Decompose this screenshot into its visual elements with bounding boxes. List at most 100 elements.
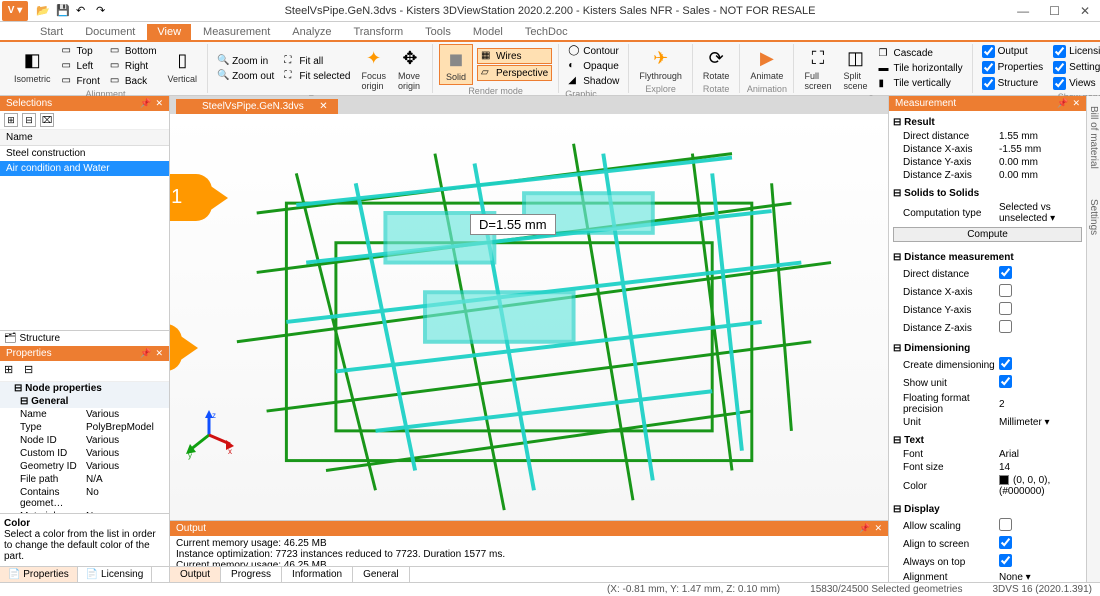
close-icon[interactable]: ✕ xyxy=(874,523,882,534)
meas-row[interactable]: Distance Z-axis0.00 mm xyxy=(893,169,1082,182)
focus-origin-button[interactable]: ✦Focus origin xyxy=(357,44,390,93)
back-view-button[interactable]: ▭Back xyxy=(107,74,160,88)
meas-check[interactable]: Align to screen xyxy=(893,535,1082,553)
front-view-button[interactable]: ▭Front xyxy=(59,74,103,88)
pane-structure-check[interactable]: Structure xyxy=(979,76,1047,91)
solid-mode-button[interactable]: ◼Solid xyxy=(439,44,473,85)
pane-licensing-check[interactable]: Licensing xyxy=(1050,44,1100,59)
fullscreen-button[interactable]: ⛶Full screen xyxy=(800,44,835,93)
contour-button[interactable]: ◯Contour xyxy=(565,44,622,58)
fit-selected-button[interactable]: ⛶Fit selected xyxy=(281,69,353,83)
pin-icon[interactable]: 📌 xyxy=(1057,98,1068,109)
selection-item[interactable]: Air condition and Water xyxy=(0,161,169,176)
save-icon[interactable]: 💾 xyxy=(56,4,70,18)
wires-mode-button[interactable]: ▦Wires xyxy=(477,48,552,64)
pin-icon[interactable]: 📌 xyxy=(140,348,151,359)
right-view-button[interactable]: ▭Right xyxy=(107,59,160,73)
ribbon-tab-document[interactable]: Document xyxy=(75,24,145,40)
property-row[interactable]: File pathN/A xyxy=(0,473,169,486)
move-origin-button[interactable]: ✥Move origin xyxy=(394,44,426,93)
structure-tab[interactable]: 🗂 Structure xyxy=(4,333,60,344)
flythrough-button[interactable]: ✈Flythrough xyxy=(635,44,686,83)
ribbon-tab-measurement[interactable]: Measurement xyxy=(193,24,280,40)
output-tab[interactable]: Output xyxy=(170,567,221,582)
isometric-button[interactable]: ◧Isometric xyxy=(10,47,55,86)
property-row[interactable]: NameVarious xyxy=(0,408,169,421)
rotate-button[interactable]: ⟳Rotate xyxy=(699,44,734,83)
app-menu-button[interactable]: V ▾ xyxy=(2,1,28,21)
expand-icon[interactable]: ⊞ xyxy=(4,363,20,379)
meas-row[interactable]: Color(0, 0, 0), (#000000) xyxy=(893,474,1082,498)
redo-icon[interactable]: ↷ xyxy=(96,4,110,18)
ribbon-tab-techdoc[interactable]: TechDoc xyxy=(515,24,578,40)
maximize-button[interactable]: ☐ xyxy=(1039,0,1070,22)
bom-tab[interactable]: Bill of material xyxy=(1088,106,1099,169)
undo-icon[interactable]: ↶ xyxy=(76,4,90,18)
close-icon[interactable]: ✕ xyxy=(1072,98,1080,109)
zoom-out-button[interactable]: 🔍Zoom out xyxy=(214,69,277,83)
meas-check[interactable]: Create dimensioning xyxy=(893,356,1082,374)
collapse-icon[interactable]: ⊟ xyxy=(22,113,36,127)
pane-settings-check[interactable]: Settings xyxy=(1050,60,1100,75)
meas-row[interactable]: Distance X-axis-1.55 mm xyxy=(893,143,1082,156)
property-row[interactable]: Geometry IDVarious xyxy=(0,460,169,473)
meas-row[interactable]: FontArial xyxy=(893,448,1082,461)
output-tab[interactable]: Progress xyxy=(221,567,282,582)
properties-tab[interactable]: 📄 Properties xyxy=(0,567,78,582)
tile-v-button[interactable]: ▮Tile vertically xyxy=(875,77,965,91)
ribbon-tab-model[interactable]: Model xyxy=(463,24,513,40)
meas-check[interactable]: Direct distance xyxy=(893,265,1082,283)
meas-check[interactable]: Distance Y-axis xyxy=(893,301,1082,319)
meas-check[interactable]: Allow scaling xyxy=(893,517,1082,535)
compute-button[interactable]: Compute xyxy=(893,227,1082,242)
bottom-view-button[interactable]: ▭Bottom xyxy=(107,44,160,58)
meas-row[interactable]: Computation typeSelected vs unselected ▾ xyxy=(893,201,1082,225)
ribbon-tab-transform[interactable]: Transform xyxy=(343,24,413,40)
property-row[interactable]: Custom IDVarious xyxy=(0,447,169,460)
ribbon-tab-tools[interactable]: Tools xyxy=(415,24,461,40)
clear-icon[interactable]: ⌧ xyxy=(40,113,54,127)
property-row[interactable]: Contains geomet…No xyxy=(0,486,169,510)
meas-row[interactable]: UnitMillimeter ▾ xyxy=(893,416,1082,429)
meas-row[interactable]: AlignmentNone ▾ xyxy=(893,571,1082,582)
property-row[interactable]: Node IDVarious xyxy=(0,434,169,447)
properties-tab[interactable]: 📄 Licensing xyxy=(78,567,152,582)
property-row[interactable]: TypePolyBrepModel xyxy=(0,421,169,434)
opaque-button[interactable]: ◐Opaque xyxy=(565,59,622,73)
left-view-button[interactable]: ▭Left xyxy=(59,59,103,73)
close-icon[interactable]: ✕ xyxy=(155,348,163,359)
selection-item[interactable]: Steel construction xyxy=(0,146,169,161)
top-view-button[interactable]: ▭Top xyxy=(59,44,103,58)
expand-icon[interactable]: ⊞ xyxy=(4,113,18,127)
close-icon[interactable]: ✕ xyxy=(155,98,163,109)
meas-check[interactable]: Always on top xyxy=(893,553,1082,571)
zoom-in-button[interactable]: 🔍Zoom in xyxy=(214,54,277,68)
output-tab[interactable]: General xyxy=(353,567,410,582)
open-icon[interactable]: 📂 xyxy=(36,4,50,18)
meas-check[interactable]: Show unit xyxy=(893,374,1082,392)
perspective-button[interactable]: ▱Perspective xyxy=(477,65,552,81)
meas-check[interactable]: Distance X-axis xyxy=(893,283,1082,301)
vertical-button[interactable]: ▯Vertical xyxy=(164,47,202,86)
meas-row[interactable]: Direct distance1.55 mm xyxy=(893,130,1082,143)
pane-properties-check[interactable]: Properties xyxy=(979,60,1047,75)
minimize-button[interactable]: — xyxy=(1007,0,1039,22)
meas-row[interactable]: Distance Y-axis0.00 mm xyxy=(893,156,1082,169)
tile-h-button[interactable]: ▬Tile horizontally xyxy=(875,62,965,76)
ribbon-tab-view[interactable]: View xyxy=(147,24,191,40)
fit-all-button[interactable]: ⛶Fit all xyxy=(281,54,353,68)
settings-tab[interactable]: Settings xyxy=(1088,199,1099,235)
pane-output-check[interactable]: Output xyxy=(979,44,1047,59)
document-tab[interactable]: SteelVsPipe.GeN.3dvs ✕ xyxy=(176,99,338,114)
meas-check[interactable]: Distance Z-axis xyxy=(893,319,1082,337)
meas-row[interactable]: Font size14 xyxy=(893,461,1082,474)
close-button[interactable]: ✕ xyxy=(1070,0,1100,22)
pane-views-check[interactable]: Views xyxy=(1050,76,1100,91)
animate-button[interactable]: ▶Animate xyxy=(746,44,787,83)
output-tab[interactable]: Information xyxy=(282,567,353,582)
shadow-button[interactable]: ◢Shadow xyxy=(565,74,622,88)
cascade-button[interactable]: ❐Cascade xyxy=(875,47,965,61)
pin-icon[interactable]: 📌 xyxy=(859,523,870,534)
collapse-icon[interactable]: ⊟ xyxy=(24,363,40,379)
ribbon-tab-analyze[interactable]: Analyze xyxy=(282,24,341,40)
